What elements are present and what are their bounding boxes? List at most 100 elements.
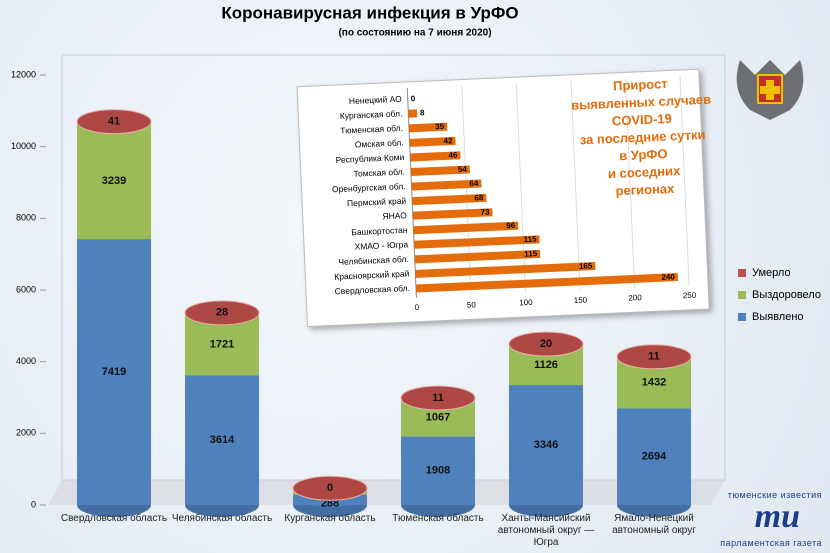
x-tick-label: Челябинская область xyxy=(171,513,273,524)
value-label: 46 xyxy=(448,150,458,159)
y-tick-label: Пермский край xyxy=(347,196,407,209)
x-tick-label: Тюменская область xyxy=(392,513,484,524)
cylinder-top xyxy=(400,385,476,411)
value-label: 28 xyxy=(216,307,228,319)
x-tick-label: Курганская область xyxy=(284,513,376,524)
y-tick-label: Омская обл. xyxy=(355,137,404,149)
brand-top: тюменские известия xyxy=(727,490,822,500)
x-tick-label: Ханты-Мансийский автономный округ — Югра xyxy=(497,513,595,548)
bar-segment xyxy=(77,239,151,505)
y-tick-label: Красноярский край xyxy=(334,268,410,281)
x-tick-label: Ямало-Ненецкий автономный округ xyxy=(612,513,696,536)
value-label: 73 xyxy=(480,207,490,216)
bar xyxy=(408,122,448,133)
y-tick-label: 10000 xyxy=(11,141,36,151)
bar-segment xyxy=(617,408,691,505)
annotation: регионах xyxy=(615,181,675,199)
value-label: 1432 xyxy=(642,377,666,389)
grid-line xyxy=(624,78,636,289)
value-label: 3239 xyxy=(102,175,126,187)
value-label: 1721 xyxy=(210,339,234,351)
bar xyxy=(409,136,456,147)
value-label: 0 xyxy=(411,94,416,103)
y-tick-label: 8000 xyxy=(16,213,36,223)
y-tick-label: Курганская обл. xyxy=(340,108,403,121)
value-label: 1126 xyxy=(534,359,558,371)
y-tick-label: 12000 xyxy=(11,69,36,79)
value-label: 1067 xyxy=(426,411,450,423)
value-label: 240 xyxy=(661,272,675,282)
value-label: 288 xyxy=(321,498,339,510)
y-tick-label: Башкортостан xyxy=(351,225,408,237)
legend-marker xyxy=(738,291,746,299)
y-tick-label: Томская обл. xyxy=(353,167,405,179)
cylinder-top xyxy=(184,300,260,326)
value-label: 115 xyxy=(523,235,537,245)
brand-logo: ти xyxy=(754,498,800,535)
x-tick-label: 0 xyxy=(414,303,419,312)
bar xyxy=(410,151,461,162)
annotation: и соседних xyxy=(608,163,682,181)
annotation: за последние сутки xyxy=(579,127,705,147)
cylinder-top xyxy=(76,109,152,135)
value-label: 165 xyxy=(579,261,593,271)
bar xyxy=(414,249,541,264)
y-tick-label: Оренбургская обл. xyxy=(332,181,406,194)
grid-line xyxy=(570,80,581,291)
value-label: 20 xyxy=(540,338,552,350)
brand-bottom: парламентская газета xyxy=(720,538,822,548)
value-label: 35 xyxy=(435,122,445,131)
inset-background xyxy=(296,68,710,328)
y-tick-label: ХМАО - Югра xyxy=(354,239,408,251)
bar-segment xyxy=(185,375,259,505)
value-label: 115 xyxy=(524,249,538,259)
bar xyxy=(413,221,519,235)
value-label: 3346 xyxy=(534,439,558,451)
inset-chart: 0 50 100 150 200 250 Ненецкий АО 0 Курганская об… xyxy=(296,68,711,328)
value-label: 0 xyxy=(327,482,333,494)
cylinder-top xyxy=(292,475,368,501)
cylinder-top xyxy=(616,344,692,370)
bar xyxy=(412,208,493,220)
chart-subtitle: (по состоянию на 7 июня 2020) xyxy=(338,28,491,39)
annotation: в УрФО xyxy=(619,146,668,163)
bar xyxy=(408,109,418,118)
legend-label: Выздоровело xyxy=(752,289,821,301)
value-label: 68 xyxy=(474,193,484,202)
bar xyxy=(410,165,470,177)
y-tick-label: Ненецкий АО xyxy=(349,94,403,106)
emblem xyxy=(736,60,804,120)
y-tick-label: ЯНАО xyxy=(382,210,407,221)
value-label: 42 xyxy=(443,136,453,145)
value-label: 7419 xyxy=(102,366,126,378)
x-tick-label: 50 xyxy=(467,300,477,309)
bar xyxy=(415,262,596,278)
value-label: 11 xyxy=(648,351,660,363)
value-label: 8 xyxy=(420,108,425,117)
value-label: 11 xyxy=(432,392,444,404)
annotation: Прирост xyxy=(613,76,668,93)
x-tick-label: 250 xyxy=(683,291,697,301)
x-tick-label: 150 xyxy=(574,295,588,305)
bar-segment xyxy=(77,123,151,240)
y-tick-label: Республика Коми xyxy=(335,152,404,165)
x-tick-label: Свердловская область xyxy=(60,513,168,524)
y-tick-label: Челябинская обл. xyxy=(338,254,409,267)
chart-title: Коронавирусная инфекция в УрФО xyxy=(221,3,518,22)
y-tick-label: Свердловская обл. xyxy=(334,283,410,296)
value-label: 1908 xyxy=(426,465,450,477)
x-tick-label: 100 xyxy=(519,298,533,308)
y-tick-label: 4000 xyxy=(16,356,36,366)
bar xyxy=(412,193,487,206)
grid-line xyxy=(679,76,690,286)
y-tick-label: Тюменская обл. xyxy=(340,123,403,136)
cylinder-top xyxy=(508,331,584,357)
value-label: 2694 xyxy=(642,451,667,463)
x-tick-label: 200 xyxy=(628,293,642,303)
value-label: 64 xyxy=(469,179,479,188)
legend-label: Умерло xyxy=(752,267,791,279)
y-tick-label: 6000 xyxy=(16,284,36,294)
y-tick-label: 2000 xyxy=(16,428,36,438)
